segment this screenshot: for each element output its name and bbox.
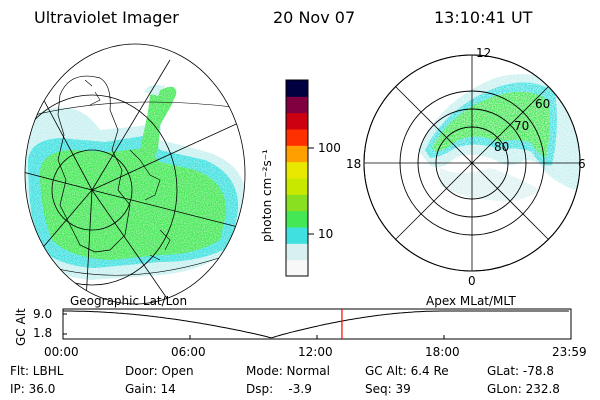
status-mode: Mode: Normal [246, 364, 330, 378]
colorbar-unit-label: photon cm⁻²s⁻¹ [260, 149, 274, 242]
colorbar-label-100: 100 [318, 141, 341, 155]
altitude-ylabel: GC Alt [14, 308, 28, 346]
colorbar-segment [286, 194, 308, 212]
mlat-label-60: 60 [535, 97, 551, 111]
date-label: 20 Nov 07 [273, 8, 356, 27]
time-label: 13:10:41 UT [434, 8, 533, 27]
geographic-aurora-image [25, 44, 245, 304]
altitude-plot-frame [62, 308, 572, 340]
colorbar-segment [286, 161, 308, 179]
status-door: Door: Open [125, 364, 194, 378]
colorbar-segment [286, 243, 308, 261]
xtick-0600: 06:00 [171, 345, 206, 359]
geographic-map [24, 43, 246, 305]
status-gain: Gain: 14 [125, 382, 176, 396]
xtick-0000: 00:00 [44, 345, 79, 359]
xtick-1800: 18:00 [425, 345, 460, 359]
altitude-ytick-9: 9.0 [33, 307, 53, 321]
mlat-label-80: 80 [494, 140, 510, 154]
xtick-1200: 12:00 [298, 345, 333, 359]
colorbar-segment [286, 112, 308, 130]
mlt-label-18: 18 [346, 157, 362, 171]
status-gc-alt: GC Alt: 6.4 Re [365, 364, 449, 378]
mlt-label-0: 0 [468, 274, 476, 288]
colorbar-segment [286, 178, 308, 195]
geographic-label: Geographic Lat/Lon [70, 294, 188, 308]
colorbar-segment [286, 210, 308, 228]
status-seq: Seq: 39 [365, 382, 411, 396]
xtick-2359: 23:59 [552, 345, 587, 359]
colorbar-segment [286, 145, 308, 163]
colorbar-segment [286, 80, 308, 97]
altitude-curve [63, 310, 569, 339]
colorbar-segment [286, 259, 308, 277]
altitude-ytick-1-8: 1.8 [33, 326, 53, 340]
colorbar-label-10: 10 [318, 227, 334, 241]
instrument-title: Ultraviolet Imager [34, 8, 179, 27]
colorbar-frame [285, 79, 309, 277]
colorbar-segment [286, 227, 308, 244]
colorbar-segment [286, 96, 308, 114]
apex-label: Apex MLat/MLT [426, 294, 516, 308]
mlt-label-12: 12 [476, 46, 492, 60]
status-ip: IP: 36.0 [10, 382, 56, 396]
magnetic-polar-plot [363, 54, 581, 272]
altitude-plot [62, 308, 572, 340]
status-glon: GLon: 232.8 [487, 382, 560, 396]
mlt-label-6: 6 [578, 157, 586, 171]
colorbar-segment [286, 129, 308, 146]
status-filter: Flt: LBHL [10, 364, 64, 378]
color-scale-bar [285, 79, 309, 277]
status-glat: GLat: -78.8 [487, 364, 554, 378]
status-dsp: Dsp: -3.9 [246, 382, 312, 396]
mlat-label-70: 70 [514, 119, 530, 133]
